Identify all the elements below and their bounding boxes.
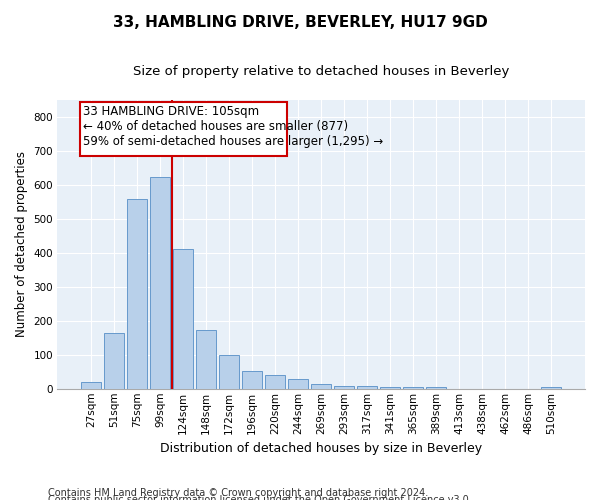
Text: 33, HAMBLING DRIVE, BEVERLEY, HU17 9GD: 33, HAMBLING DRIVE, BEVERLEY, HU17 9GD [113, 15, 487, 30]
Bar [196, 330, 216, 389]
X-axis label: Distribution of detached houses by size in Beverley: Distribution of detached houses by size … [160, 442, 482, 455]
Bar [311, 384, 331, 389]
Bar [380, 387, 400, 389]
Bar [265, 375, 285, 389]
Text: Contains public sector information licensed under the Open Government Licence v3: Contains public sector information licen… [48, 495, 472, 500]
Bar [127, 198, 147, 389]
Y-axis label: Number of detached properties: Number of detached properties [15, 152, 28, 338]
Bar [151, 178, 170, 389]
Bar [358, 386, 377, 389]
Text: Contains HM Land Registry data © Crown copyright and database right 2024.: Contains HM Land Registry data © Crown c… [48, 488, 428, 498]
Bar [427, 387, 446, 389]
Bar [541, 387, 561, 389]
Bar [82, 382, 101, 389]
Bar [173, 249, 193, 389]
Bar [334, 386, 354, 389]
Bar [242, 371, 262, 389]
Title: Size of property relative to detached houses in Beverley: Size of property relative to detached ho… [133, 65, 509, 78]
Bar [104, 332, 124, 389]
FancyBboxPatch shape [80, 102, 287, 156]
Bar [289, 378, 308, 389]
Text: 33 HAMBLING DRIVE: 105sqm
← 40% of detached houses are smaller (877)
59% of semi: 33 HAMBLING DRIVE: 105sqm ← 40% of detac… [83, 105, 383, 148]
Bar [403, 387, 423, 389]
Bar [220, 355, 239, 389]
